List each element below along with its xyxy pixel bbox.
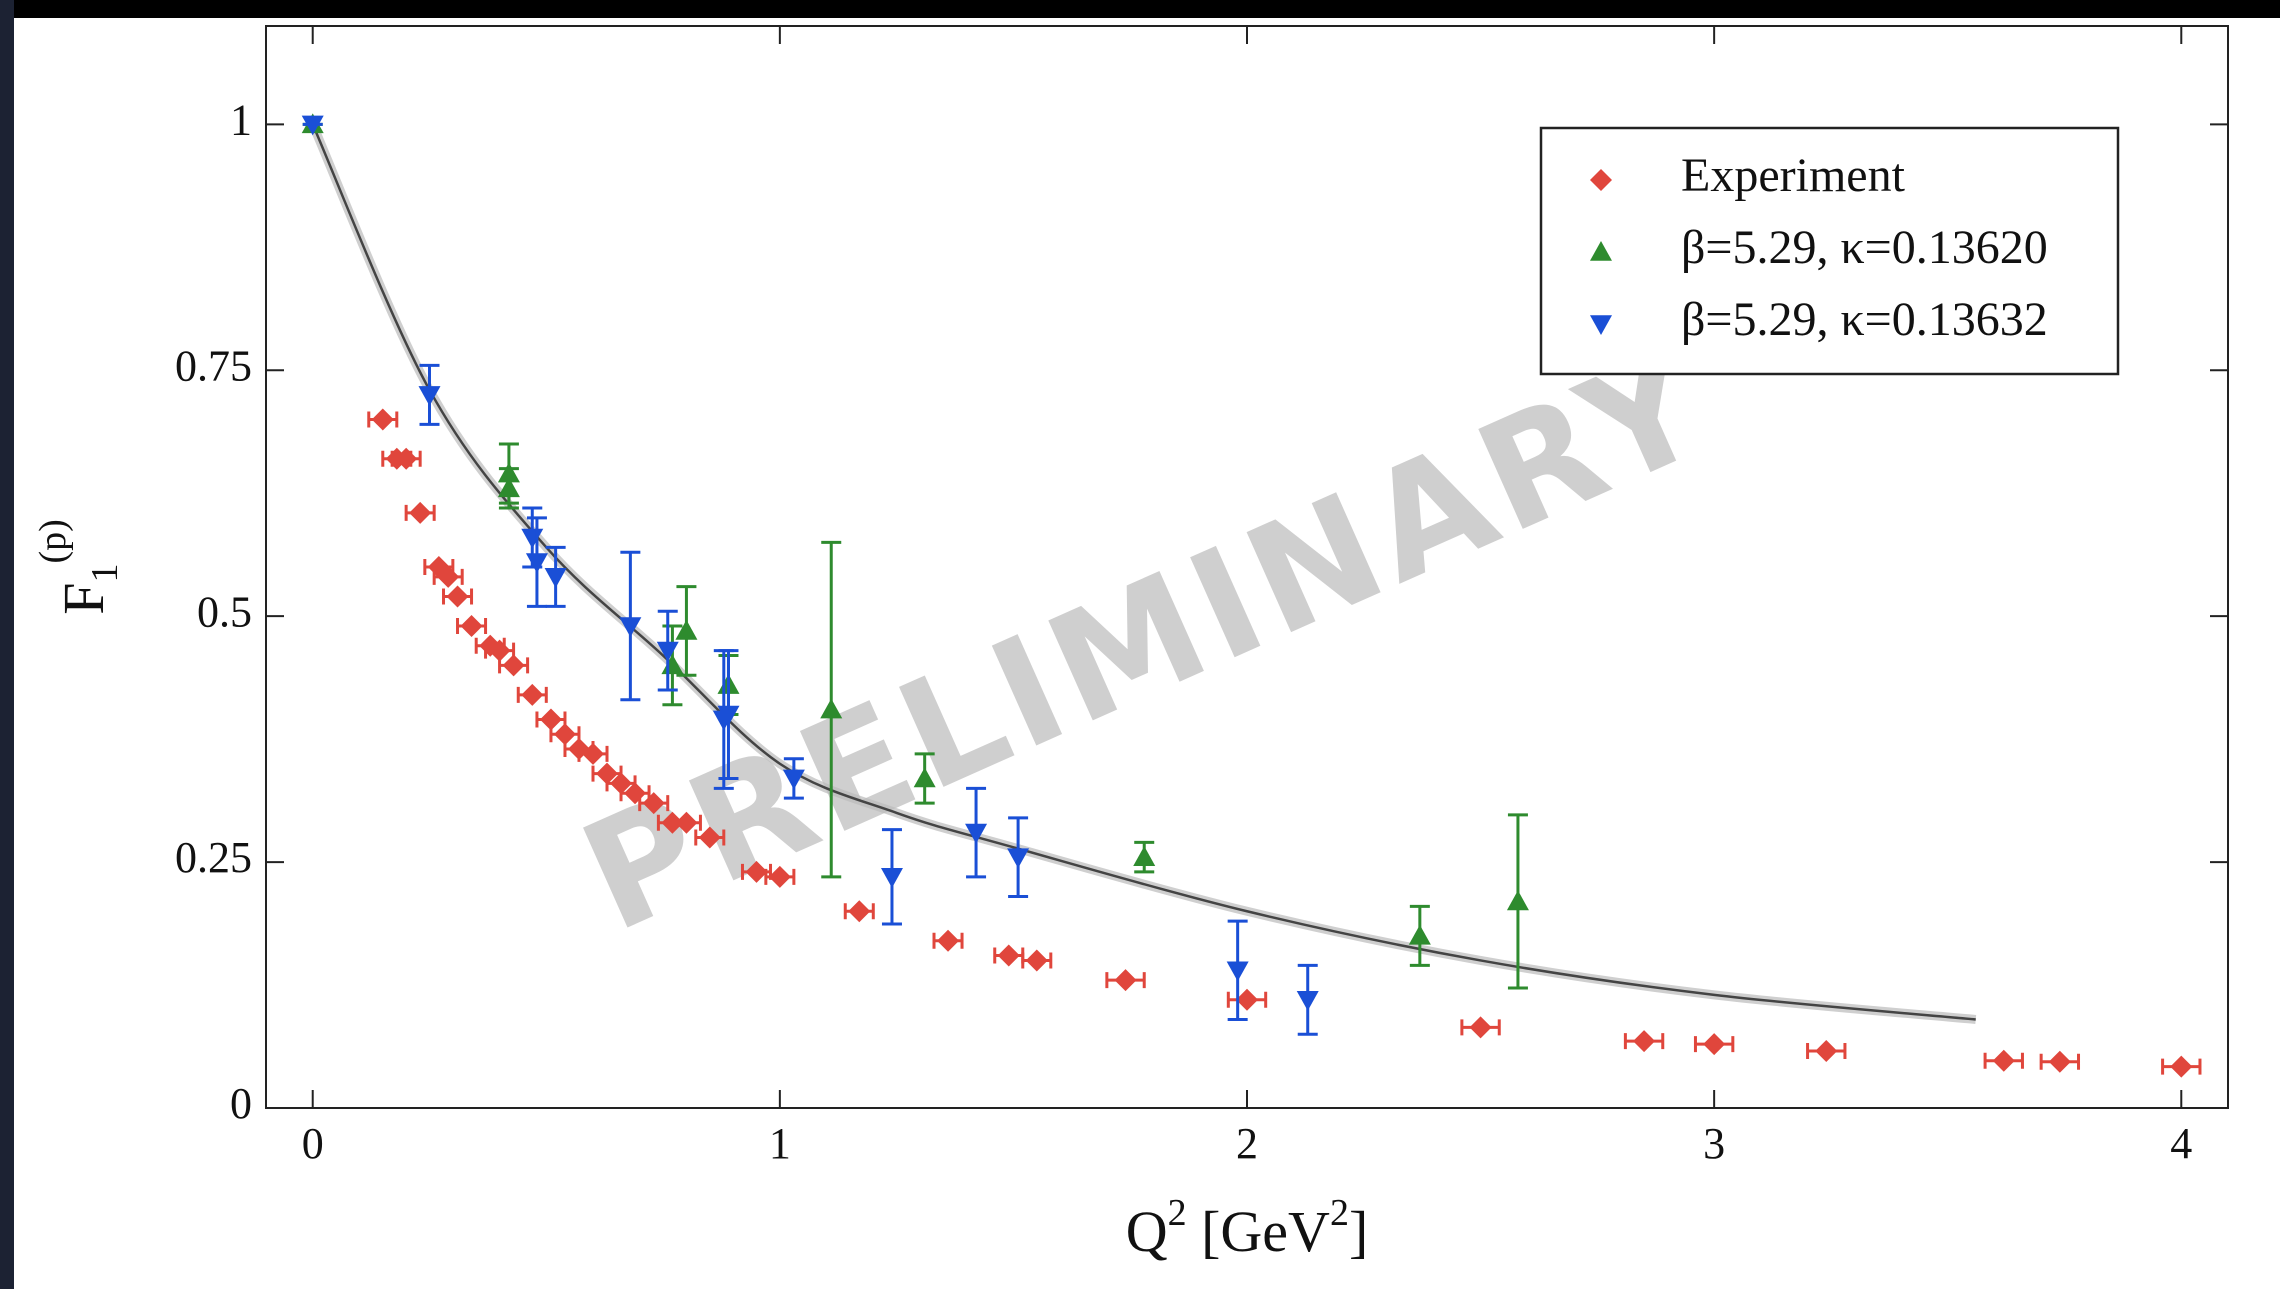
x-tick-label: 2 xyxy=(1236,1119,1258,1168)
marker xyxy=(582,742,604,765)
marker xyxy=(497,462,520,483)
x-axis-title-part: 2 xyxy=(1168,1192,1187,1234)
marker xyxy=(675,619,698,640)
legend-label: Experiment xyxy=(1681,149,1906,202)
marker xyxy=(553,723,576,746)
x-axis-title: Q2 [GeV2] xyxy=(1126,1192,1369,1265)
side-strip xyxy=(0,0,14,1289)
marker xyxy=(1703,1033,1726,1056)
marker xyxy=(2170,1055,2193,1078)
marker xyxy=(820,698,843,719)
marker xyxy=(768,865,791,888)
marker xyxy=(395,447,418,470)
fit-curve xyxy=(311,123,1976,1021)
x-tick-label: 1 xyxy=(769,1119,791,1168)
legend-box xyxy=(1539,126,2120,376)
marker xyxy=(1133,846,1156,866)
marker xyxy=(1815,1039,1838,1062)
y-tick-label: 0.25 xyxy=(175,833,252,882)
marker xyxy=(521,683,544,706)
marker xyxy=(409,501,432,524)
marker xyxy=(642,792,665,815)
marker xyxy=(460,615,483,638)
y-axis-title: F1 (p) xyxy=(32,519,126,615)
x-tick-label: 0 xyxy=(302,1119,324,1168)
legend-marker xyxy=(1590,241,1612,261)
marker xyxy=(596,762,619,785)
y-axis-title-part: (p) xyxy=(32,519,74,563)
x-axis-title-part: 2 xyxy=(1330,1192,1349,1234)
marker xyxy=(1633,1030,1656,1053)
legend-label: β=5.29, κ=0.13620 xyxy=(1681,221,2048,274)
marker xyxy=(610,772,633,795)
x-tick-label: 4 xyxy=(2170,1119,2192,1168)
marker xyxy=(1236,988,1258,1011)
x-axis-title-part: ] xyxy=(1349,1199,1368,1264)
y-axis-title-part: F xyxy=(51,583,116,615)
marker xyxy=(301,115,324,136)
marker xyxy=(880,868,903,888)
y-tick-label: 0.5 xyxy=(197,587,252,636)
marker xyxy=(502,654,525,677)
marker xyxy=(437,565,460,588)
marker xyxy=(1408,924,1431,945)
y-tick-label: 1 xyxy=(230,95,252,144)
marker xyxy=(782,769,805,790)
marker xyxy=(1992,1049,2015,1072)
marker xyxy=(2048,1050,2071,1073)
marker xyxy=(418,386,441,406)
marker xyxy=(1506,890,1529,911)
marker xyxy=(446,585,469,608)
marker xyxy=(698,826,721,849)
marker xyxy=(965,823,988,844)
marker xyxy=(1296,991,1319,1011)
marker xyxy=(619,617,642,638)
marker xyxy=(525,553,548,574)
marker xyxy=(997,944,1020,967)
x-axis-title-part: Q xyxy=(1126,1199,1168,1264)
marker xyxy=(1007,848,1030,869)
marker xyxy=(913,767,936,788)
x-axis-title-part: [GeV xyxy=(1187,1199,1330,1264)
marker xyxy=(488,639,511,662)
marker xyxy=(1114,969,1137,992)
marker xyxy=(937,929,960,952)
x-tick-label: 3 xyxy=(1703,1119,1725,1168)
marker xyxy=(1469,1016,1492,1039)
marker xyxy=(371,408,394,431)
y-tick-label: 0.75 xyxy=(175,341,252,390)
legend-marker xyxy=(1590,169,1612,191)
marker xyxy=(544,568,567,588)
marker xyxy=(717,705,740,726)
marker xyxy=(539,708,562,731)
marker xyxy=(675,811,698,834)
marker xyxy=(1025,949,1048,972)
y-axis-title-part: 1 xyxy=(84,564,126,583)
marker xyxy=(1226,961,1249,982)
legend-label: β=5.29, κ=0.13632 xyxy=(1681,293,2048,346)
legend-marker xyxy=(1590,315,1612,335)
marker xyxy=(656,641,679,662)
marker xyxy=(848,900,871,923)
marker xyxy=(745,860,768,883)
y-tick-label: 0 xyxy=(230,1079,252,1128)
